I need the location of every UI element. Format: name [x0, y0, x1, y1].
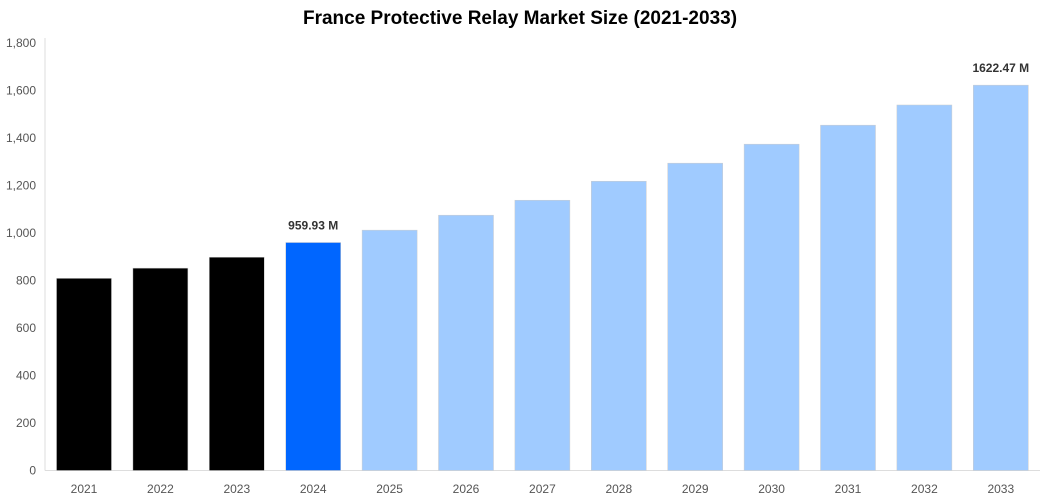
data-label-2033: 1622.47 M [972, 61, 1029, 75]
bar-2022 [132, 267, 189, 471]
chart-title: France Protective Relay Market Size (202… [302, 8, 738, 29]
x-tick-label: 2021 [71, 482, 98, 496]
x-tick-label: 2030 [758, 482, 785, 496]
x-tick-label: 2031 [835, 482, 862, 496]
x-tick-label: 2027 [529, 482, 556, 496]
y-tick-label: 1,200 [6, 179, 36, 193]
y-tick-label: 1,600 [6, 84, 36, 98]
bar-2024 [285, 242, 341, 471]
bar-2030 [743, 143, 800, 471]
x-tick-label: 2023 [223, 482, 250, 496]
y-tick-label: 800 [16, 274, 36, 288]
bar-2026 [438, 214, 494, 471]
x-tick-label: 2033 [987, 482, 1014, 496]
bar-2023 [209, 256, 265, 471]
y-tick-label: 0 [29, 464, 36, 478]
y-tick-label: 1,800 [6, 36, 36, 50]
y-tick-label: 600 [16, 321, 36, 335]
bar-2031 [820, 124, 876, 471]
x-tick-label: 2022 [147, 482, 174, 496]
bar-2025 [361, 229, 418, 471]
x-tick-label: 2029 [682, 482, 709, 496]
y-tick-label: 1,000 [6, 226, 36, 240]
bar-2021 [56, 278, 112, 471]
bar-2028 [591, 180, 647, 471]
y-tick-label: 400 [16, 369, 36, 383]
data-label-2024: 959.93 M [288, 219, 338, 233]
bar-2029 [667, 162, 723, 471]
x-tick-label: 2026 [453, 482, 480, 496]
x-tick-label: 2024 [300, 482, 327, 496]
bar-2033 [973, 84, 1029, 471]
x-tick-label: 2032 [911, 482, 938, 496]
bar-2032 [896, 104, 953, 471]
y-tick-label: 200 [16, 416, 36, 430]
x-tick-label: 2028 [605, 482, 632, 496]
y-tick-label: 1,400 [6, 131, 36, 145]
x-tick-label: 2025 [376, 482, 403, 496]
bar-2027 [514, 199, 571, 471]
